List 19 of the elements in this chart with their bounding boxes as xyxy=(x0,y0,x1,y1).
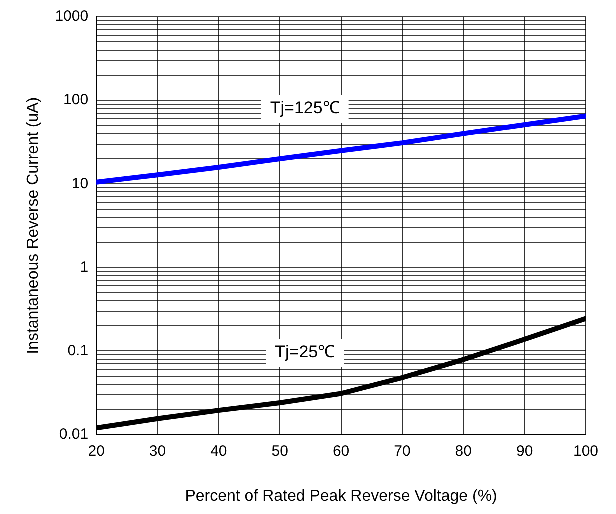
x-tick-label: 20 xyxy=(88,442,105,460)
y-tick-label: 100 xyxy=(64,92,89,109)
y-tick-label: 1000 xyxy=(55,8,89,26)
y-tick-label: 1 xyxy=(80,258,89,276)
series-label: Tj=25℃ xyxy=(275,342,336,362)
x-tick-label: 50 xyxy=(272,442,288,460)
x-tick-label: 30 xyxy=(149,442,166,460)
x-tick-label: 80 xyxy=(455,442,472,460)
x-tick-label: 60 xyxy=(332,442,350,460)
y-axis-title: Instantaneous Reverse Current (uA) xyxy=(25,97,42,354)
x-axis-title: Percent of Rated Peak Reverse Voltage (%) xyxy=(185,488,498,505)
series-label: Tj=125℃ xyxy=(270,98,340,118)
y-tick-label: 0.01 xyxy=(59,426,89,443)
x-tick-label: 100 xyxy=(573,442,599,460)
y-tick-label: 10 xyxy=(72,175,89,192)
x-tick-label: 90 xyxy=(516,442,534,460)
x-tick-label: 70 xyxy=(394,442,411,460)
y-tick-label: 0.1 xyxy=(68,342,89,360)
x-tick-label: 40 xyxy=(210,442,228,460)
